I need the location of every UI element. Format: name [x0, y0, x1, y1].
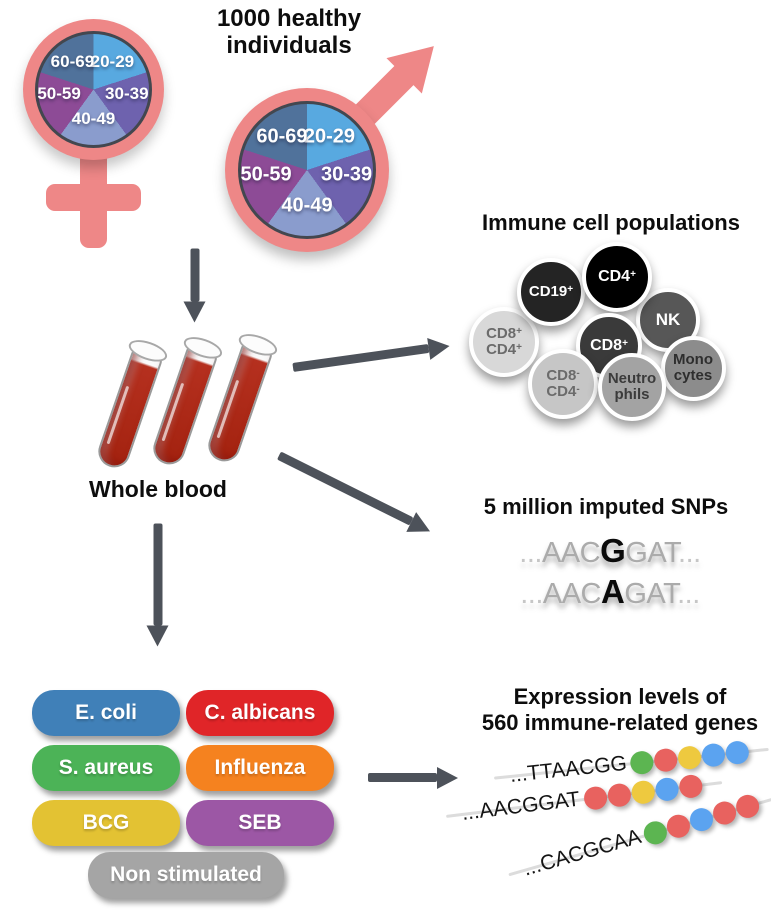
expression-dot-blue: [653, 776, 680, 802]
arrow-blood-to-stimuli: [153, 523, 163, 626]
expression-dot-yellow: [629, 778, 656, 805]
age-group-label-30-39: 30-39: [321, 163, 373, 186]
snp-letters: ...: [520, 578, 543, 610]
female-age-pie-chart: 20-29 30-39 40-49 50-59 60-69: [35, 31, 152, 148]
immune-cells-title: Immune cell populations: [482, 210, 740, 235]
snp-variant-letter: A: [601, 573, 625, 610]
snp-letters: ...: [677, 578, 700, 610]
age-group-label-50-59: 50-59: [37, 83, 81, 103]
snp-sequence-2: ...AACAGAT...: [470, 573, 750, 614]
gene-sequence-text: ...AACGGAT: [460, 787, 582, 825]
age-group-label-60-69: 60-69: [50, 51, 95, 71]
snp-letters: GAT: [624, 578, 678, 610]
stimulus-pill-s-aureus: S. aureus: [32, 745, 180, 791]
expression-dot-yellow: [677, 744, 703, 770]
stimulus-pill-seb: SEB: [186, 800, 334, 846]
immune-cell-cd4pos: CD4+: [582, 242, 652, 312]
cohort-title: 1000 healthy individuals: [216, 5, 362, 59]
expression-dot-blue: [725, 739, 751, 765]
stimulus-pill-bcg: BCG: [32, 800, 180, 846]
snp-letters: AAC: [542, 578, 602, 610]
arrow-blood-to-immune-cells: [292, 343, 430, 372]
gene-sequence-text: ...CACGCAA: [520, 825, 644, 881]
expression-dot-red: [653, 746, 679, 773]
female-symbol-cross-horizontal: [46, 184, 141, 211]
expression-dot-red: [677, 773, 704, 799]
snp-letters: ...: [678, 537, 701, 569]
expression-title: Expression levels of 560 immune-related …: [472, 684, 768, 737]
immune-cell-cd8pos-cd4pos: CD8+ CD4+: [469, 307, 539, 377]
arrow-blood-to-snps: [276, 451, 414, 526]
stimulus-pill-non-stimulated: Non stimulated: [88, 852, 284, 898]
stimulus-pill-influenza: Influenza: [186, 745, 334, 791]
age-group-label-40-49: 40-49: [281, 194, 333, 217]
snp-sequence-1: ...AACGGAT...: [470, 532, 750, 573]
expression-dot-red: [664, 811, 693, 840]
age-group-label-20-29: 20-29: [303, 125, 356, 148]
whole-blood-label: Whole blood: [89, 476, 227, 502]
immune-cell-neutrophils: Neutro phils: [598, 353, 666, 421]
expression-dot-red: [710, 798, 739, 827]
snp-letters: AAC: [541, 537, 601, 569]
immune-cell-cd19pos: CD19+: [517, 258, 585, 326]
expression-dot-red: [606, 781, 632, 808]
snp-letters: GAT: [625, 537, 679, 569]
snp-sequences: ...AACGGAT... ...AACAGAT...: [470, 532, 750, 614]
snps-title: 5 million imputed SNPs: [483, 494, 729, 519]
age-group-label-40-49: 40-49: [71, 109, 116, 129]
age-group-label-30-39: 30-39: [105, 83, 149, 103]
age-group-label-50-59: 50-59: [240, 163, 292, 186]
expression-title-line1: Expression levels of: [513, 684, 727, 709]
expression-dot-green: [629, 749, 655, 775]
age-group-label-20-29: 20-29: [90, 51, 135, 71]
male-age-pie-chart: 20-29 30-39 40-49 50-59 60-69: [238, 101, 376, 239]
arrow-cohort-to-blood: [190, 248, 200, 302]
snp-letters: ...: [519, 537, 542, 569]
stimulus-pill-e-coli: E. coli: [32, 690, 180, 736]
immune-cell-monocytes: Mono cytes: [660, 335, 726, 401]
expression-dot-blue: [687, 804, 716, 834]
arrow-stimuli-to-expression: [368, 766, 458, 789]
snp-variant-letter: G: [600, 532, 626, 569]
expression-dot-red: [733, 791, 763, 821]
age-group-label-60-69: 60-69: [256, 125, 308, 148]
expression-title-line2: 560 immune-related genes: [481, 710, 759, 736]
expression-dot-blue: [701, 741, 727, 768]
immune-cell-cd8neg-cd4neg: CD8- CD4-: [528, 349, 598, 419]
stimulus-pill-c-albicans: C. albicans: [186, 690, 334, 736]
expression-dot-red: [582, 784, 608, 811]
